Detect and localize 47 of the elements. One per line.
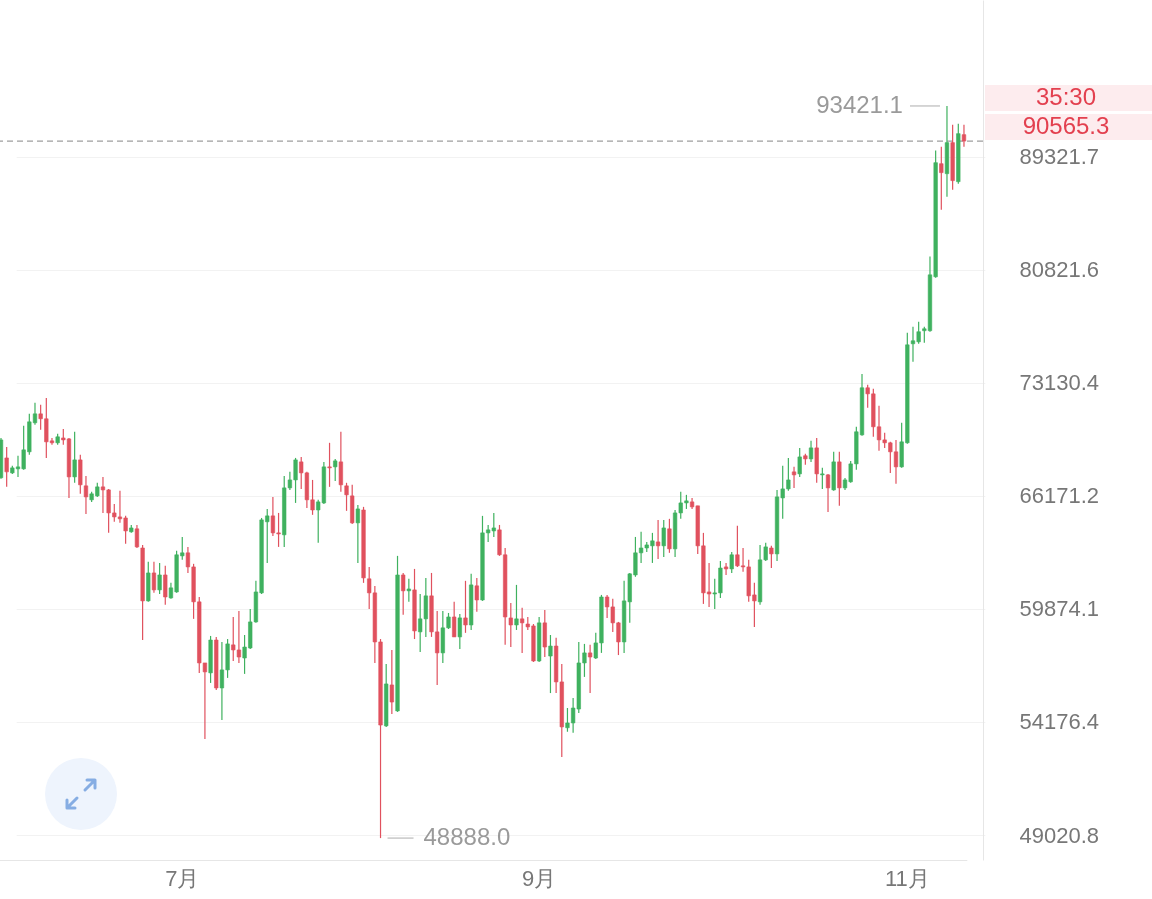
candlestick (163, 565, 168, 606)
candlestick (791, 466, 797, 489)
candlestick (661, 519, 666, 558)
candlestick (157, 562, 162, 595)
annotation: 48888.0 (423, 823, 511, 851)
y-tick-label: 49020.8 (1019, 822, 1100, 848)
candlestick (961, 124, 967, 148)
candlestick (667, 518, 672, 554)
candlestick (83, 475, 89, 515)
candlestick (820, 467, 825, 490)
y-tick-label: 54176.4 (1019, 709, 1100, 735)
x-tick-label: 11月 (884, 865, 930, 891)
candlestick (514, 584, 519, 631)
candlestick (355, 504, 360, 564)
candlestick (769, 545, 774, 569)
candlestick (474, 577, 479, 613)
candlestick (655, 519, 661, 560)
candlestick (72, 431, 77, 484)
candlestick (548, 634, 553, 694)
candlestick (389, 649, 394, 715)
candlestick (452, 601, 457, 638)
candlestick (808, 440, 814, 463)
ref-line-label: 90565.3 (1022, 112, 1110, 140)
candlestick (401, 572, 406, 616)
candlestick (406, 578, 411, 603)
candlestick (457, 613, 462, 650)
y-tick-label: 73130.4 (1019, 370, 1100, 396)
y-tick-label: 80821.6 (1019, 257, 1100, 283)
y-tick-label: 89321.7 (1019, 144, 1100, 170)
candlestick (797, 447, 802, 478)
y-tick-label: 59874.1 (1019, 596, 1100, 622)
x-tick-label: 7月 (165, 865, 200, 891)
candlestick (825, 473, 831, 513)
candlestick (588, 644, 593, 694)
candlestick (338, 431, 343, 493)
candlestick (327, 442, 332, 488)
candlestick (4, 446, 9, 488)
x-tick-label: 9月 (522, 865, 557, 891)
y-tick-label: 66171.2 (1019, 483, 1100, 509)
candlestick (333, 458, 338, 482)
candlestick (939, 146, 944, 211)
text: 35:30 (1035, 83, 1097, 111)
candlestick (151, 561, 157, 594)
candlestick (463, 580, 468, 634)
candlestick (723, 562, 729, 576)
annotation: 93421.1 (816, 90, 903, 118)
candlestick (729, 551, 734, 574)
